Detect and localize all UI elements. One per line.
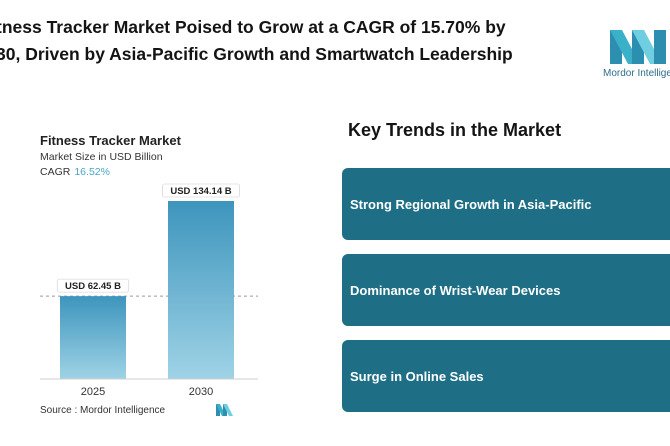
source-logo-icon bbox=[216, 404, 233, 416]
headline-line-2: 30, Driven by Asia-Pacific Growth and Sm… bbox=[0, 44, 513, 64]
trend-card-asia-pacific: Strong Regional Growth in Asia-Pacific bbox=[342, 168, 670, 240]
source-note: Source : Mordor Intelligence bbox=[40, 405, 165, 416]
trend-label: Surge in Online Sales bbox=[350, 368, 484, 384]
bar-2030 bbox=[168, 201, 234, 379]
data-label-box bbox=[56, 278, 130, 293]
headline-line-1: tness Tracker Market Poised to Grow at a… bbox=[0, 17, 506, 37]
trend-label: Dominance of Wrist-Wear Devices bbox=[350, 282, 561, 298]
data-label-box bbox=[162, 183, 240, 198]
bar-chart: USD 62.45 B 2025 USD 134.14 B 2030 bbox=[40, 183, 258, 398]
category-label-2030: 2030 bbox=[189, 386, 213, 398]
data-label-2025: USD 62.45 B bbox=[65, 281, 121, 292]
data-label-2030: USD 134.14 B bbox=[170, 186, 231, 197]
cagr-label: CAGR 16.52% bbox=[40, 166, 110, 178]
headline: tness Tracker Market Poised to Grow at a… bbox=[0, 14, 576, 68]
bar-2025 bbox=[60, 296, 126, 379]
source-text: Mordor Intelligence bbox=[80, 405, 166, 416]
chart-title: Fitness Tracker Market bbox=[40, 133, 181, 148]
chart-subtitle: Market Size in USD Billion bbox=[40, 151, 163, 163]
trend-card-wrist-wear: Dominance of Wrist-Wear Devices bbox=[342, 254, 670, 326]
category-label-2025: 2025 bbox=[81, 386, 105, 398]
trend-label: Strong Regional Growth in Asia-Pacific bbox=[350, 196, 592, 212]
trend-card-online-sales: Surge in Online Sales bbox=[342, 340, 670, 412]
trends-title: Key Trends in the Market bbox=[348, 120, 562, 140]
source-label: Source : bbox=[40, 405, 78, 416]
cagr-label-text: CAGR bbox=[40, 166, 71, 178]
cagr-value: 16.52% bbox=[74, 166, 110, 178]
bars-layer: USD 62.45 B 2025 USD 134.14 B 2030 bbox=[40, 183, 258, 398]
logo-text: Mordor Intelligence bbox=[603, 68, 670, 79]
mordor-intelligence-logo-icon bbox=[610, 30, 666, 64]
